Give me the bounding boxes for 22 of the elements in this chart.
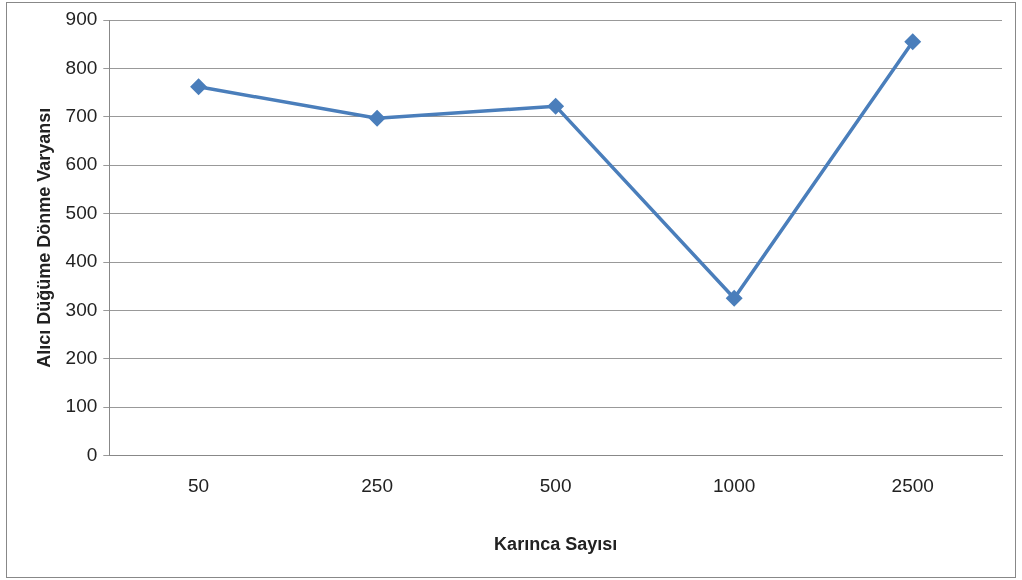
- y-tick-label: 0: [86, 443, 98, 465]
- x-axis-title: Karınca Sayısı: [494, 534, 618, 555]
- y-tick-label: 800: [65, 56, 98, 78]
- point: [547, 98, 564, 114]
- x-tick-label: 2500: [891, 475, 934, 497]
- y-tick-label: 500: [65, 201, 98, 223]
- x-tick-label: 250: [361, 475, 393, 497]
- point: [904, 34, 921, 50]
- y-tick-label: 200: [65, 347, 98, 369]
- x-tick-label: 50: [188, 475, 210, 497]
- y-tick-label: 100: [65, 395, 98, 417]
- y-tick-label: 300: [65, 298, 98, 320]
- y-axis-title: Alıcı Düğüme Dönme Varyansı: [33, 107, 54, 368]
- y-tick-label: 700: [65, 105, 98, 127]
- x-tick-label: 500: [539, 475, 572, 497]
- point: [369, 110, 385, 126]
- y-tick-label: 400: [65, 250, 98, 272]
- y-tick-label: 900: [65, 8, 98, 30]
- y-tick-label: 600: [65, 153, 98, 175]
- point: [190, 79, 207, 95]
- point: [726, 290, 742, 307]
- x-tick-label: 1000: [713, 475, 756, 497]
